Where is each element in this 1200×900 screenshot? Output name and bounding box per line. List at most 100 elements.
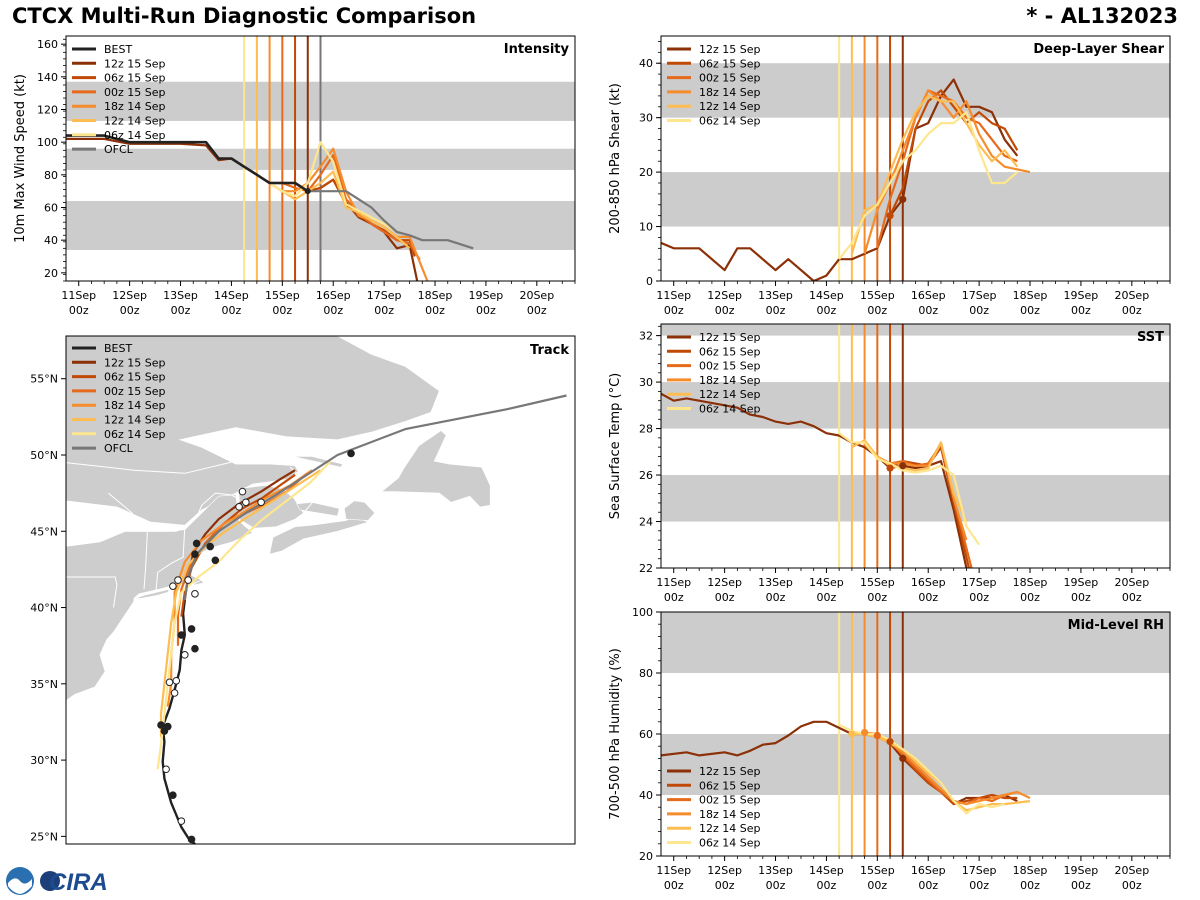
cira-globe-icon: [40, 871, 60, 891]
panel-sst: 22 24 26 28 30 32 11Sep 00z 12Sep 00z 13Sep 00z 14Se…: [608, 323, 1171, 604]
x-tick-sublabel: 00z: [1122, 304, 1142, 317]
y-tick-label: 20: [44, 267, 58, 280]
legend-label-00z-15-sep: 00z 15 Sep: [699, 794, 761, 807]
axes-frame-rh: [660, 611, 1171, 857]
x-tick-sublabel: 00z: [374, 304, 394, 317]
legend-label-12z-15-sep: 12z 15 Sep: [699, 765, 761, 778]
y-axis-label-sst: Sea Surface Temp (°C): [608, 373, 623, 520]
y-tick-label: 26: [639, 469, 653, 482]
x-tick-sublabel: 00z: [664, 304, 684, 317]
shaded-band: [661, 475, 1170, 522]
x-tick-label: 12Sep: [707, 576, 742, 589]
x-tick-label: 19Sep: [1064, 289, 1099, 302]
y-tick-label: 28: [639, 423, 653, 436]
x-tick-sublabel: 00z: [1020, 879, 1040, 892]
run-start-marker: [899, 195, 907, 203]
y-tick-label: 140: [37, 71, 58, 84]
legend-label-12z-15-sep: 12z 15 Sep: [104, 57, 166, 70]
track-point: [187, 625, 196, 633]
y-tick-label: 30: [639, 112, 653, 125]
track-point: [187, 835, 196, 844]
plot-area-track: [66, 336, 575, 844]
run-start-marker: [886, 464, 894, 472]
x-tick-sublabel: 00z: [969, 304, 989, 317]
panel-title-rh: Mid-Level RH: [1068, 618, 1164, 633]
y-tick-label: 30°N: [30, 754, 58, 767]
x-tick-label: 15Sep: [860, 576, 895, 589]
x-tick-label: 15Sep: [265, 289, 300, 302]
x-tick-sublabel: 00z: [171, 304, 191, 317]
x-tick-sublabel: 00z: [867, 304, 887, 317]
x-tick-sublabel: 00z: [1020, 591, 1040, 604]
x-tick-sublabel: 00z: [69, 304, 89, 317]
axes-frame-intensity: [65, 35, 576, 282]
track-point: [174, 576, 182, 584]
legend-label-18z-14-sep: 18z 14 Sep: [104, 100, 166, 113]
y-tick-label: 60: [639, 728, 653, 741]
legend-label-06z-15-sep: 06z 15 Sep: [699, 57, 761, 70]
y-tick-label: 160: [37, 38, 58, 51]
x-tick-label: 17Sep: [367, 289, 402, 302]
track-point: [177, 817, 186, 825]
y-tick-label: 55°N: [30, 373, 58, 386]
x-tick-sublabel: 00z: [1020, 304, 1040, 317]
x-tick-sublabel: 00z: [1071, 591, 1091, 604]
cira-logo-text: CIRA: [49, 869, 108, 896]
x-tick-sublabel: 00z: [817, 304, 837, 317]
legend-label-06z-14-sep: 06z 14 Sep: [104, 129, 166, 142]
x-tick-sublabel: 00z: [1122, 591, 1142, 604]
x-tick-label: 16Sep: [911, 576, 946, 589]
x-tick-label: 12Sep: [707, 289, 742, 302]
shaded-band: [661, 172, 1170, 227]
x-tick-label: 17Sep: [962, 864, 997, 877]
panel-title-sst: SST: [1137, 330, 1164, 345]
x-tick-label: 15Sep: [860, 864, 895, 877]
x-tick-label: 18Sep: [418, 289, 453, 302]
run-start-marker: [886, 212, 894, 220]
panel-title-intensity: Intensity: [504, 42, 570, 57]
plot-area-intensity: [66, 36, 575, 281]
x-tick-label: 14Sep: [809, 576, 844, 589]
legend-label-00z-15-sep: 00z 15 Sep: [699, 72, 761, 85]
shaded-band: [661, 63, 1170, 118]
x-tick-label: 20Sep: [1114, 864, 1149, 877]
x-tick-sublabel: 00z: [715, 879, 735, 892]
legend-label-12z-15-sep: 12z 15 Sep: [699, 331, 761, 344]
legend-label-06z-15-sep: 06z 15 Sep: [699, 345, 761, 358]
x-tick-label: 13Sep: [758, 289, 793, 302]
legend-label-06z-15-sep: 06z 15 Sep: [699, 779, 761, 792]
track-point: [192, 539, 201, 548]
legend-label-00z-15-sep: 00z 15 Sep: [699, 360, 761, 373]
legend-label-12z-14-sep: 12z 14 Sep: [699, 822, 761, 835]
panel-track: 25°N 30°N 35°N 40°N 45°N 50°N 55°N Track: [30, 335, 576, 845]
x-tick-label: 17Sep: [962, 576, 997, 589]
x-tick-sublabel: 00z: [476, 304, 496, 317]
panel-intensity: 20 40 60 80 100 120 140 160 11Sep 00z 12Sep 00z 13Se…: [13, 35, 576, 317]
series-12z-14-sep: [851, 439, 968, 522]
x-tick-label: 16Sep: [911, 289, 946, 302]
legend-label-00z-15-sep: 00z 15 Sep: [104, 86, 166, 99]
x-tick-label: 19Sep: [469, 289, 504, 302]
land-polygon: [135, 588, 171, 599]
run-start-marker: [861, 728, 869, 737]
y-tick-label: 30: [639, 376, 653, 389]
x-tick-sublabel: 00z: [1071, 879, 1091, 892]
x-tick-label: 12Sep: [112, 289, 147, 302]
legend-label-12z-14-sep: 12z 14 Sep: [104, 115, 166, 128]
x-tick-sublabel: 00z: [323, 304, 343, 317]
x-tick-sublabel: 00z: [918, 304, 938, 317]
x-tick-sublabel: 00z: [1071, 304, 1091, 317]
x-tick-label: 14Sep: [809, 864, 844, 877]
run-start-marker: [848, 730, 856, 738]
run-start-marker: [873, 731, 881, 740]
axes-frame-sst: [660, 323, 1171, 569]
series-00z-15-sep: [876, 734, 1018, 806]
run-start-marker: [899, 754, 907, 763]
x-tick-sublabel: 00z: [817, 879, 837, 892]
x-tick-sublabel: 00z: [715, 591, 735, 604]
x-tick-sublabel: 00z: [969, 879, 989, 892]
x-tick-sublabel: 00z: [766, 879, 786, 892]
x-tick-label: 11Sep: [656, 864, 691, 877]
legend-label-18z-14-sep: 18z 14 Sep: [104, 399, 166, 412]
border-line: [143, 531, 148, 590]
